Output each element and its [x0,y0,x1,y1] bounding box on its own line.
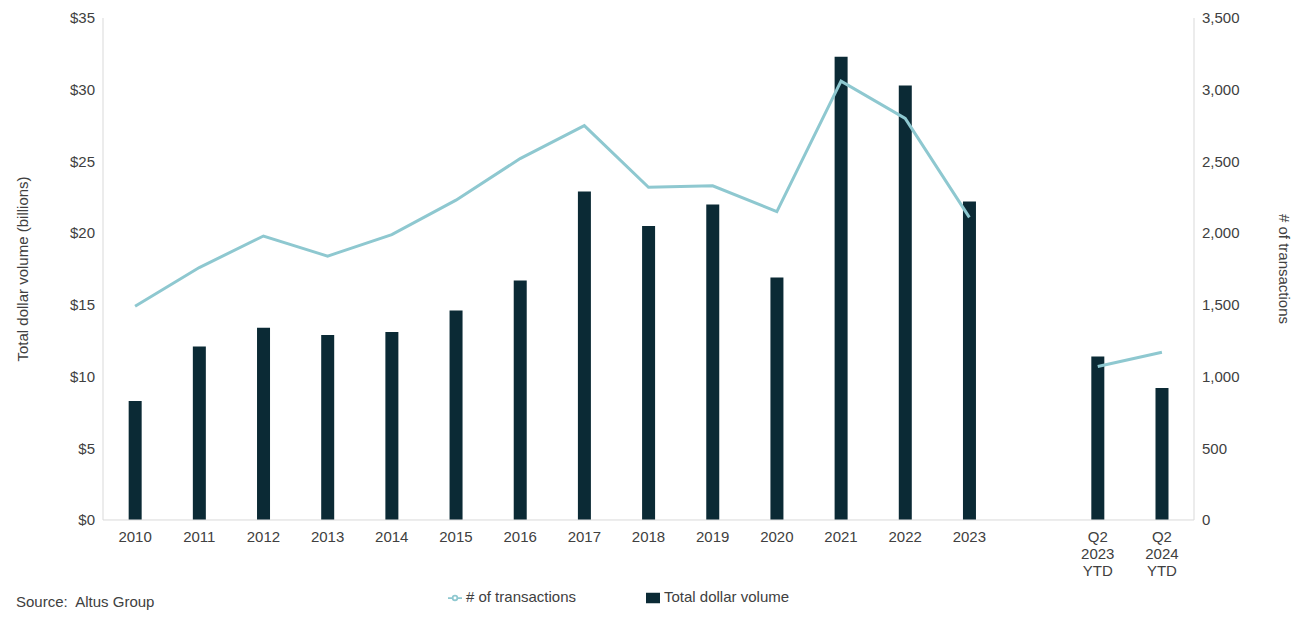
html-text:Source: Altus Group: Source: Altus Group [16,593,155,610]
svg-text:$35: $35 [70,9,95,26]
svg-text:2015: 2015 [439,528,472,545]
svg-text:$0: $0 [78,511,95,528]
svg-text:Q22023YTD: Q22023YTD [1081,528,1114,579]
svg-text:2,000: 2,000 [1202,224,1240,241]
svg-text:2023: 2023 [953,528,986,545]
svg-text:2012: 2012 [247,528,280,545]
svg-text:$5: $5 [78,440,95,457]
svg-text:2018: 2018 [632,528,665,545]
svg-text:0: 0 [1202,511,1210,528]
svg-text:$10: $10 [70,368,95,385]
html-text:# of transactions: # of transactions [465,588,576,605]
svg-text:2017: 2017 [568,528,601,545]
svg-text:$20: $20 [70,224,95,241]
svg-text:500: 500 [1202,440,1227,457]
svg-text:2016: 2016 [503,528,536,545]
svg-text:2011: 2011 [183,528,215,545]
svg-text:2021: 2021 [824,528,857,545]
svg-text:Q22024YTD: Q22024YTD [1145,528,1178,579]
svg-text:2020: 2020 [760,528,793,545]
svg-text:3,000: 3,000 [1202,81,1240,98]
svg-text:# of transactions: # of transactions [1276,214,1293,324]
svg-text:2013: 2013 [311,528,344,545]
svg-text:1,500: 1,500 [1202,296,1240,313]
svg-text:3,500: 3,500 [1202,9,1240,26]
svg-text:$25: $25 [70,153,95,170]
html-text:Total dollar volume: Total dollar volume [664,588,790,605]
svg-text:2010: 2010 [118,528,151,545]
svg-text:1,000: 1,000 [1202,368,1240,385]
svg-text:2014: 2014 [375,528,408,545]
svg-text:2019: 2019 [696,528,729,545]
svg-text:$15: $15 [70,296,95,313]
svg-text:2,500: 2,500 [1202,153,1240,170]
svg-text:Total dollar volume (billions): Total dollar volume (billions) [14,176,31,361]
svg-text:$30: $30 [70,81,95,98]
svg-text:2022: 2022 [889,528,922,545]
